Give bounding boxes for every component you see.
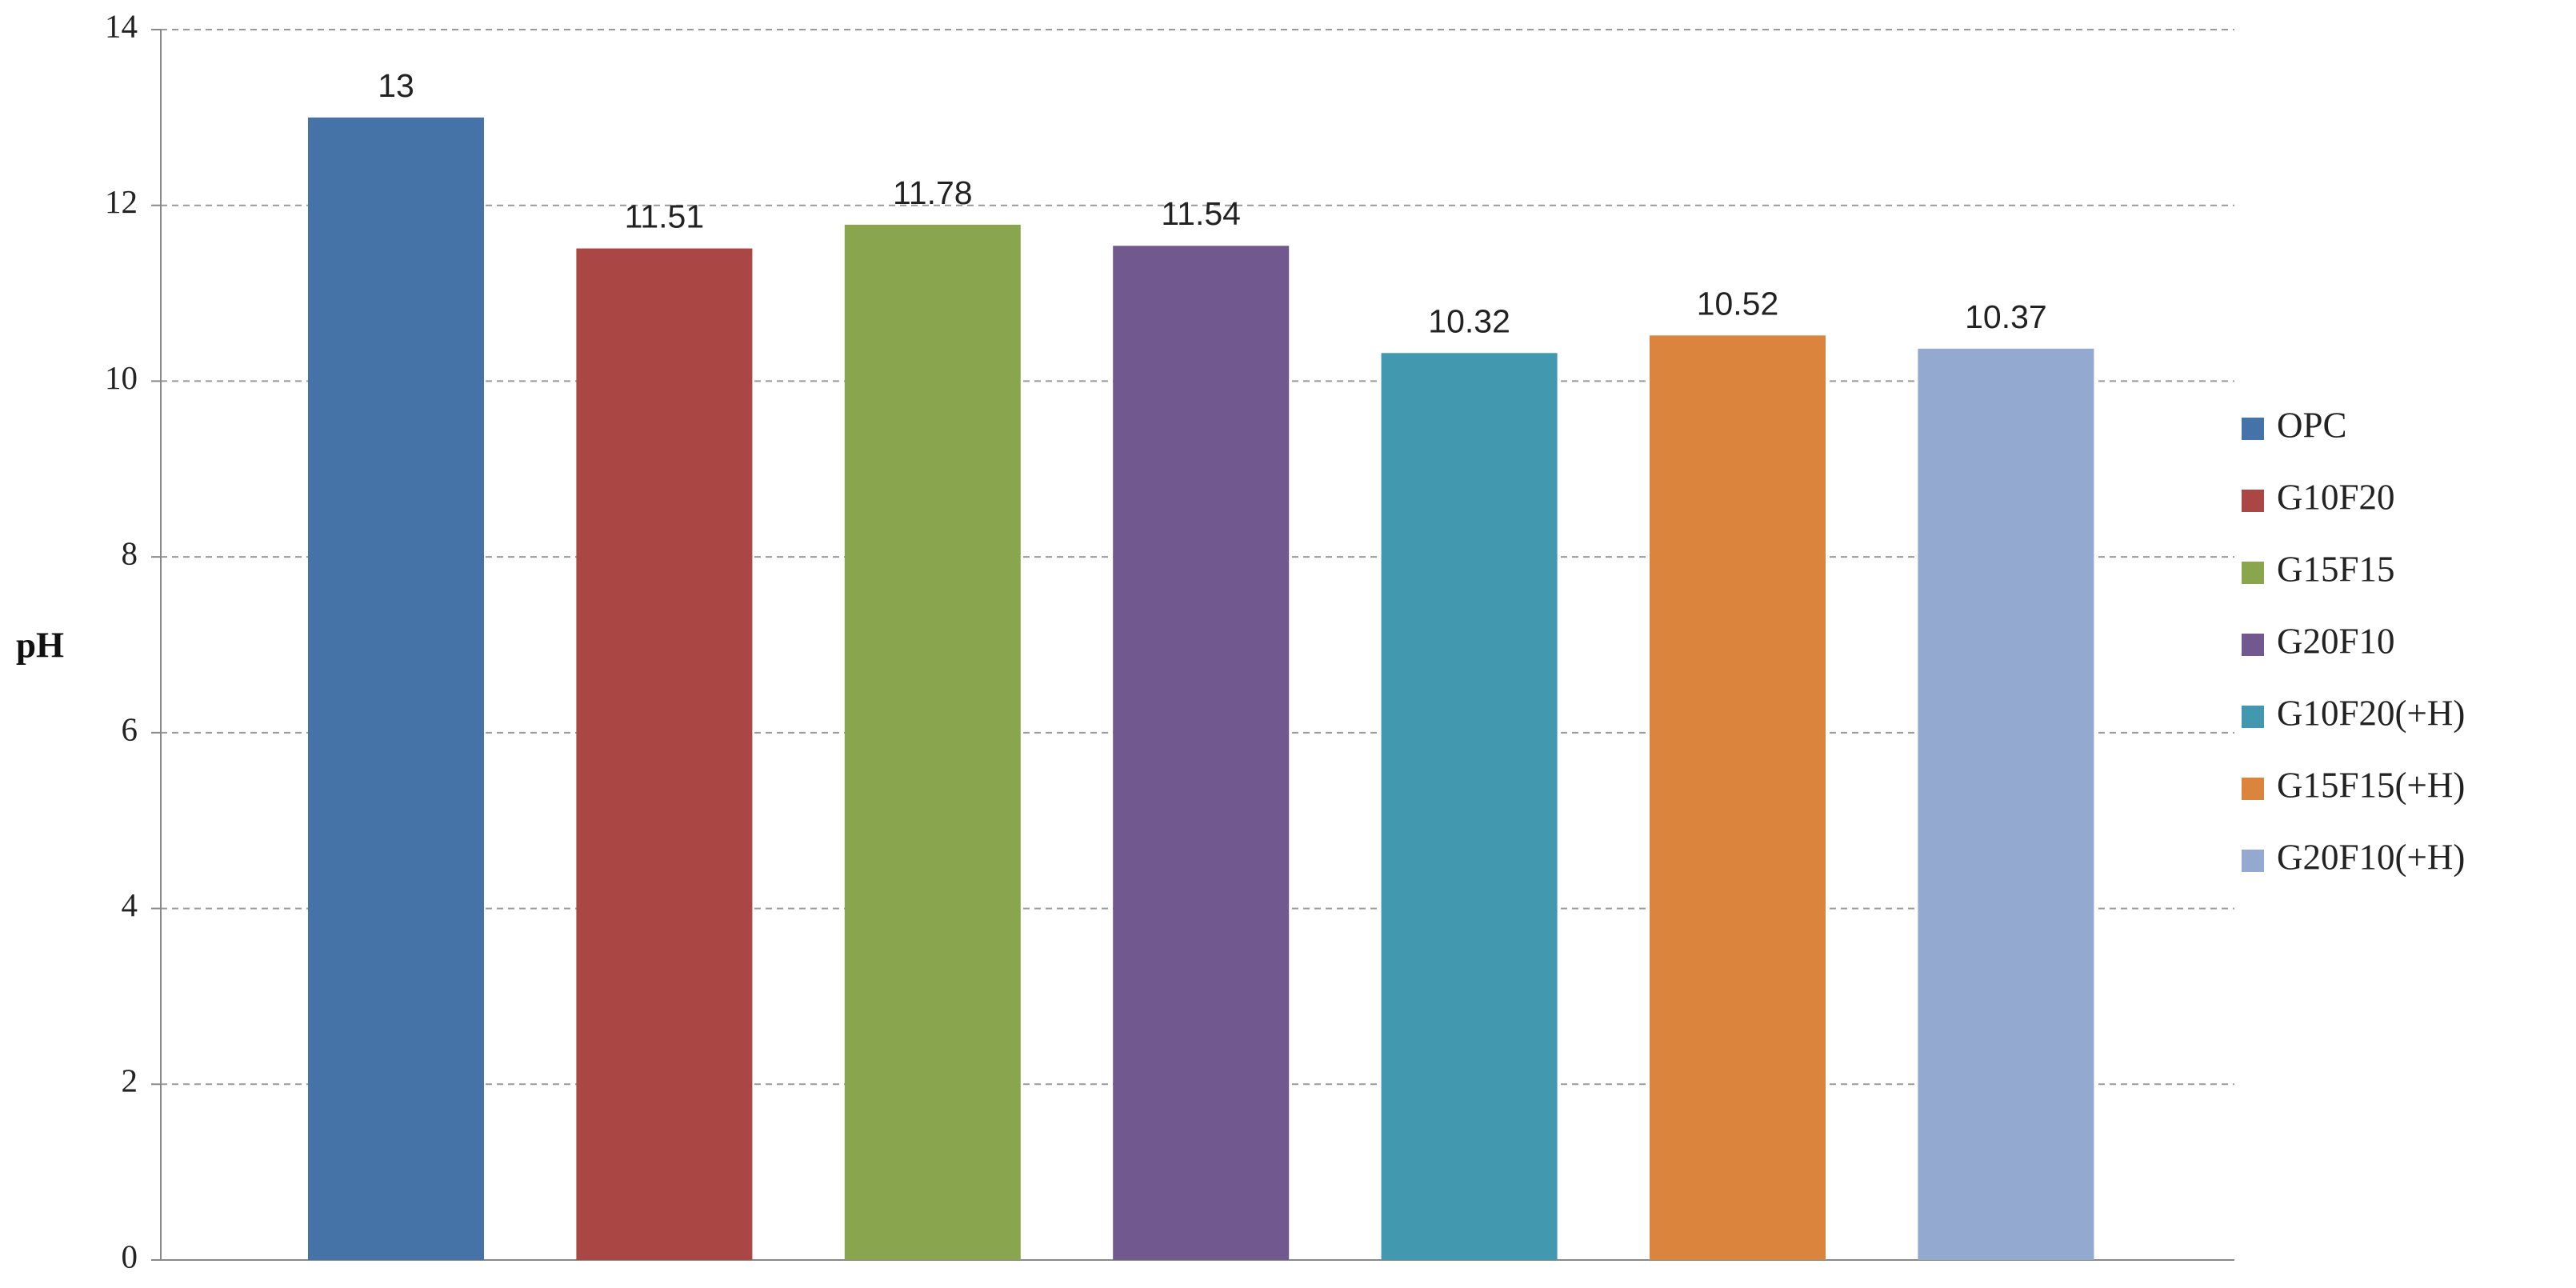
bar: [576, 248, 753, 1260]
legend-label: G10F20(+H): [2277, 693, 2465, 733]
legend-label: G20F10: [2277, 621, 2395, 661]
y-axis-label: pH: [16, 625, 64, 665]
data-label: 11.78: [893, 174, 973, 211]
legend-label: G15F15(+H): [2277, 765, 2465, 805]
legend-label: G20F10(+H): [2277, 837, 2465, 877]
bar: [1918, 348, 2094, 1260]
data-label: 10.37: [1965, 298, 2047, 335]
data-label: 10.32: [1428, 302, 1510, 339]
legend-swatch: [2242, 490, 2264, 512]
legend-label: G10F20: [2277, 477, 2395, 517]
y-tick-label: 0: [122, 1238, 138, 1274]
legend-swatch: [2242, 778, 2264, 800]
y-tick-label: 10: [105, 359, 138, 396]
data-label: 13: [378, 67, 414, 104]
legend-swatch: [2242, 418, 2264, 440]
bar: [1381, 353, 1558, 1260]
data-label: 11.54: [1161, 195, 1241, 232]
y-tick-label: 12: [105, 183, 138, 220]
bar: [308, 117, 484, 1260]
legend-label: OPC: [2277, 405, 2347, 445]
bar: [844, 224, 1021, 1261]
y-tick-label: 14: [105, 7, 138, 44]
bar: [1650, 335, 1826, 1260]
y-tick-label: 4: [122, 886, 138, 923]
y-tick-label: 8: [122, 535, 138, 572]
legend-swatch: [2242, 562, 2264, 584]
y-tick-label: 2: [122, 1062, 138, 1099]
bar: [1113, 246, 1290, 1261]
y-tick-label: 6: [122, 710, 138, 747]
legend-label: G15F15: [2277, 549, 2395, 589]
legend-swatch: [2242, 706, 2264, 728]
data-label: 10.52: [1697, 285, 1779, 322]
legend-swatch: [2242, 634, 2264, 656]
legend-swatch: [2242, 850, 2264, 872]
data-label: 11.51: [625, 198, 705, 235]
